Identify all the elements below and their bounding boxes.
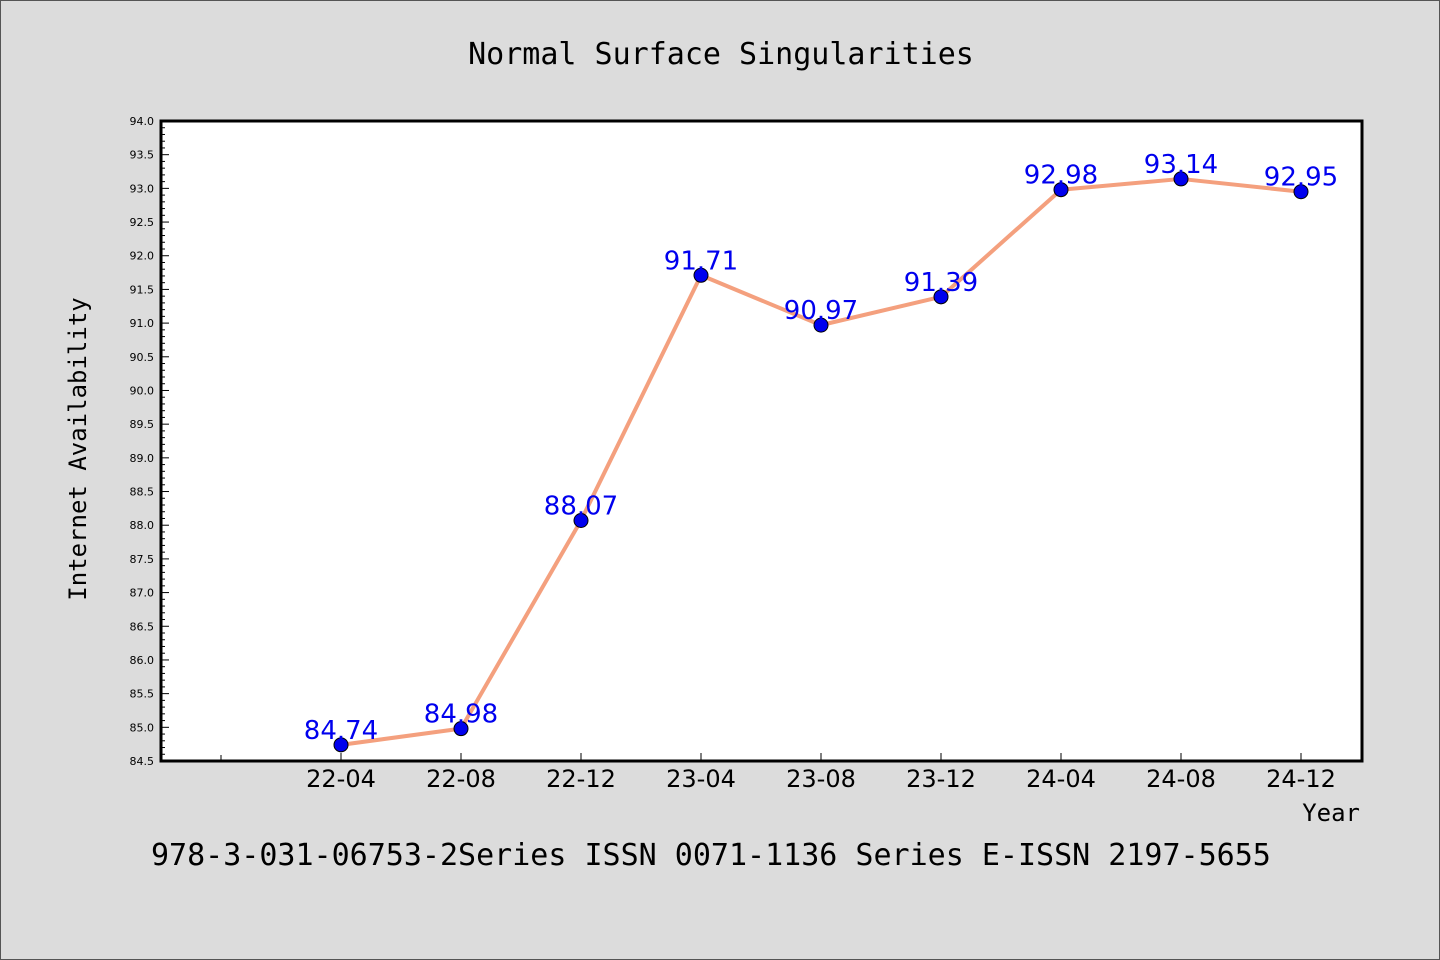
y-tick-label: 93.5: [130, 149, 155, 162]
y-tick-label: 93.0: [130, 182, 155, 195]
y-tick-label: 89.0: [130, 452, 155, 465]
series-layer: [333, 171, 1309, 753]
data-point: [1293, 184, 1309, 200]
y-tick-label: 91.0: [130, 317, 155, 330]
data-labels: 84.74 84.98 88.07 91.71 90.97 91.39 92.98 93.14…: [304, 150, 1338, 746]
data-point: [1173, 171, 1189, 187]
x-axis-label: Year: [1302, 799, 1360, 827]
y-tick-label: 91.5: [130, 283, 155, 296]
data-point: [813, 317, 829, 333]
y-tick-label: 92.0: [130, 250, 155, 263]
x-tick-label: 24-04: [1026, 765, 1096, 793]
y-tick-label: 94.0: [130, 115, 155, 128]
data-point: [453, 721, 469, 737]
data-point: [933, 289, 949, 305]
y-tick-label: 87.5: [130, 553, 155, 566]
x-tick-label: 22-12: [546, 765, 616, 793]
data-point: [693, 267, 709, 283]
data-point: [333, 737, 349, 753]
x-tick-label: 24-08: [1146, 765, 1216, 793]
chart-title: Normal Surface Singularities: [468, 37, 974, 72]
x-tick-label: 23-08: [786, 765, 856, 793]
data-label: 91.39: [904, 268, 978, 298]
x-tick-label: 23-12: [906, 765, 976, 793]
y-tick-label: 87.0: [130, 587, 155, 600]
data-point: [1053, 182, 1069, 198]
y-tick-label: 88.5: [130, 486, 155, 499]
y-tick-label: 90.5: [130, 351, 155, 364]
data-point: [573, 512, 589, 528]
data-label: 84.98: [424, 700, 498, 730]
y-tick-label: 86.5: [130, 620, 155, 633]
y-axis-label: Internet Availability: [64, 297, 92, 600]
data-label: 92.95: [1264, 163, 1338, 193]
y-tick-label: 85.0: [130, 721, 155, 734]
footer-text: 978-3-031-06753-2Series ISSN 0071-1136 S…: [151, 838, 1271, 873]
data-label: 88.07: [544, 491, 618, 521]
plot-area: [159, 119, 1364, 763]
x-axis: 22-04 22-08 22-12 23-04 23-08 23-12 24-04 24-08…: [220, 753, 1336, 793]
data-label: 92.98: [1024, 161, 1098, 191]
y-tick-label: 92.5: [130, 216, 155, 229]
data-label: 84.74: [304, 716, 378, 746]
x-tick-label: 22-08: [426, 765, 496, 793]
data-label: 91.71: [664, 246, 738, 276]
data-label: 93.14: [1144, 150, 1218, 180]
y-tick-label: 88.0: [130, 519, 155, 532]
y-tick-label: 84.5: [130, 755, 155, 768]
x-tick-label: 22-04: [306, 765, 376, 793]
data-label: 90.97: [784, 296, 858, 326]
y-tick-label: 85.5: [130, 688, 155, 701]
y-tick-label: 86.0: [130, 654, 155, 667]
x-tick-label: 23-04: [666, 765, 736, 793]
x-tick-label: 24-12: [1266, 765, 1336, 793]
y-tick-label: 89.5: [130, 418, 155, 431]
y-tick-label: 90.0: [130, 384, 155, 397]
y-axis: 84.5 85.0 85.5 86.0 86.5 87.0 87.5 88.0 88.5 89.0…: [130, 115, 169, 768]
